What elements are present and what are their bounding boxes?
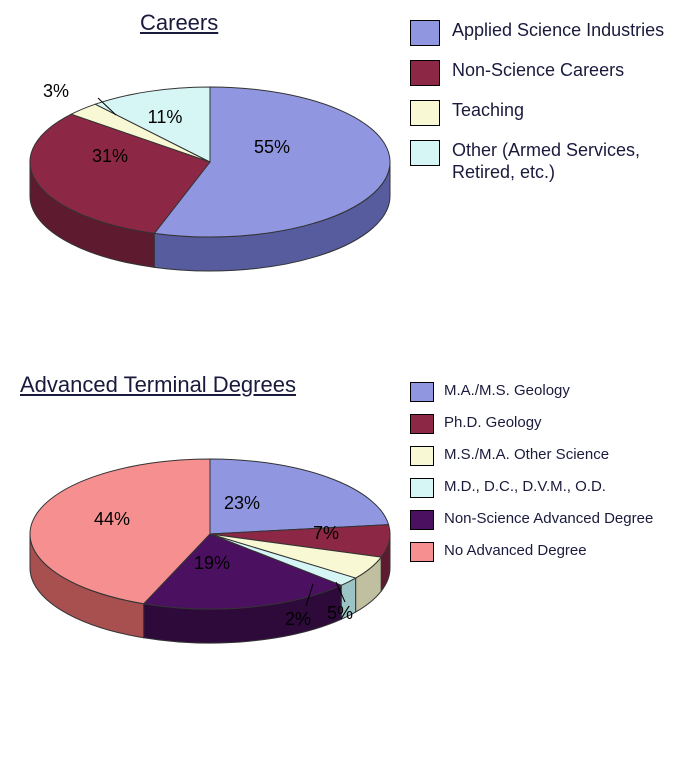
legend-swatch: [410, 60, 440, 86]
legend-swatch: [410, 414, 434, 434]
slice-label: 19%: [194, 553, 230, 573]
legend-item: Non-Science Careers: [410, 60, 666, 86]
legend-item: Teaching: [410, 100, 666, 126]
legend-item: Non-Science Advanced Degree: [410, 510, 666, 530]
legend-label: Applied Science Industries: [452, 20, 664, 42]
legend-label: Non-Science Advanced Degree: [444, 510, 653, 528]
legend-item: Other (Armed Services, Retired, etc.): [410, 140, 666, 183]
legend-item: M.D., D.C., D.V.M., O.D.: [410, 478, 666, 498]
slice-label: 44%: [94, 509, 130, 529]
legend-swatch: [410, 478, 434, 498]
slice-label: 23%: [224, 493, 260, 513]
slice-label: 5%: [327, 603, 353, 623]
legend-label: Non-Science Careers: [452, 60, 624, 82]
legend-label: M.D., D.C., D.V.M., O.D.: [444, 478, 606, 496]
legend-swatch: [410, 140, 440, 166]
careers-pie: 55% 31% 3% 11%: [20, 42, 410, 272]
legend-item: No Advanced Degree: [410, 542, 666, 562]
legend-item: M.S./M.A. Other Science: [410, 446, 666, 466]
degrees-chart-block: Advanced Terminal Degrees 23% 7% 5% 2% 19% 44…: [0, 362, 686, 694]
careers-legend: Applied Science Industries Non-Science Ca…: [410, 10, 666, 197]
legend-swatch: [410, 510, 434, 530]
legend-label: Teaching: [452, 100, 524, 122]
legend-swatch: [410, 20, 440, 46]
legend-swatch: [410, 382, 434, 402]
legend-label: M.S./M.A. Other Science: [444, 446, 609, 464]
slice-label: 55%: [254, 137, 290, 157]
legend-swatch: [410, 542, 434, 562]
legend-label: M.A./M.S. Geology: [444, 382, 570, 400]
degrees-pie: 23% 7% 5% 2% 19% 44%: [20, 404, 410, 664]
careers-chart-block: Careers 55% 31% 3% 11% Applied Science Indu…: [0, 0, 686, 302]
legend-item: Ph.D. Geology: [410, 414, 666, 434]
careers-chart-left: Careers 55% 31% 3% 11%: [20, 10, 410, 272]
slice-label: 3%: [43, 81, 69, 101]
slice-label: 11%: [148, 107, 183, 127]
legend-item: Applied Science Industries: [410, 20, 666, 46]
legend-label: Other (Armed Services, Retired, etc.): [452, 140, 666, 183]
degrees-chart-left: Advanced Terminal Degrees 23% 7% 5% 2% 19% 44…: [20, 372, 410, 664]
slice-label: 31%: [92, 146, 128, 166]
careers-title: Careers: [140, 10, 410, 36]
slice-label: 7%: [313, 523, 339, 543]
degrees-title: Advanced Terminal Degrees: [20, 372, 410, 398]
legend-swatch: [410, 100, 440, 126]
degrees-legend: M.A./M.S. Geology Ph.D. Geology M.S./M.A. …: [410, 372, 666, 574]
legend-label: Ph.D. Geology: [444, 414, 542, 432]
legend-item: M.A./M.S. Geology: [410, 382, 666, 402]
slice-label: 2%: [285, 609, 311, 629]
legend-label: No Advanced Degree: [444, 542, 587, 560]
legend-swatch: [410, 446, 434, 466]
